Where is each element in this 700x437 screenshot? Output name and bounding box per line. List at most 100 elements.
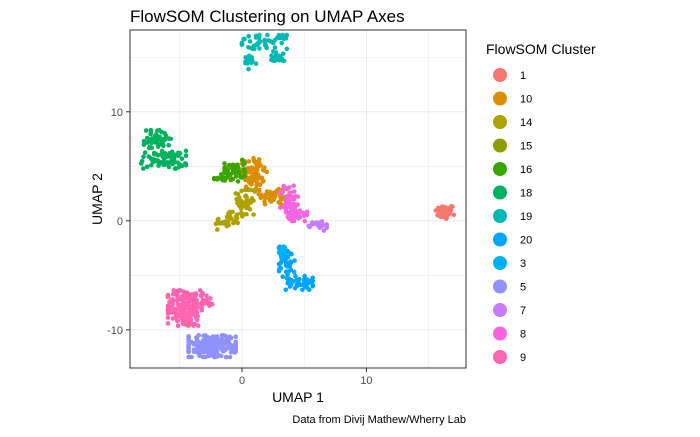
data-point: [175, 323, 181, 329]
data-point: [211, 337, 217, 342]
data-point: [247, 170, 252, 175]
data-point: [236, 169, 242, 175]
chart-title: FlowSOM Clustering on UMAP Axes: [130, 7, 405, 26]
data-point: [300, 210, 306, 216]
legend-label: 5: [520, 282, 526, 294]
data-point: [246, 66, 251, 72]
data-point: [264, 45, 269, 51]
data-point: [445, 205, 451, 211]
data-point: [293, 273, 298, 279]
series-18: [138, 127, 189, 171]
data-point: [181, 293, 187, 299]
data-point: [192, 291, 198, 297]
data-point: [169, 158, 174, 163]
data-point: [233, 191, 238, 196]
data-point: [220, 221, 225, 226]
data-point: [244, 211, 249, 217]
legend-item-10: 10: [493, 91, 532, 106]
data-point: [249, 196, 255, 201]
data-point: [289, 212, 294, 217]
data-point: [223, 354, 229, 360]
data-point: [210, 340, 215, 346]
data-point: [167, 153, 173, 159]
data-point: [247, 207, 253, 212]
data-point: [176, 165, 182, 170]
data-point: [141, 139, 147, 144]
data-point: [200, 354, 206, 360]
legend-label: 19: [520, 211, 532, 223]
data-point: [227, 354, 233, 360]
data-point: [439, 214, 444, 219]
data-point: [269, 57, 275, 63]
legend-key: [493, 279, 507, 294]
data-point: [257, 187, 262, 193]
legend-item-1: 1: [493, 68, 526, 82]
x-axis-ticks: 0 10: [239, 368, 373, 387]
data-point: [255, 164, 260, 170]
data-point: [450, 204, 455, 209]
series-8: [278, 183, 310, 224]
data-point: [262, 195, 268, 201]
series-19: [239, 32, 290, 72]
data-point: [203, 301, 208, 306]
data-point: [153, 140, 158, 145]
data-point: [321, 228, 327, 233]
data-point: [233, 334, 238, 340]
data-point: [227, 334, 232, 340]
data-point: [252, 189, 258, 194]
data-point: [276, 53, 281, 59]
data-point: [284, 46, 290, 52]
data-point: [239, 202, 244, 208]
data-point: [278, 266, 284, 271]
series-14: [213, 186, 258, 232]
data-point: [304, 285, 310, 290]
data-point: [233, 169, 238, 175]
data-point: [203, 346, 209, 352]
data-point: [443, 212, 449, 217]
data-point: [204, 293, 209, 299]
data-point: [161, 159, 166, 164]
data-point: [269, 53, 274, 58]
data-point: [215, 337, 221, 342]
data-point: [186, 346, 191, 352]
legend-key: [493, 350, 507, 364]
data-point: [271, 49, 276, 54]
data-point: [283, 201, 288, 207]
data-point: [165, 315, 171, 320]
data-point: [228, 349, 234, 355]
data-point: [235, 200, 240, 206]
data-point: [214, 352, 219, 358]
y-tick-label: 0: [117, 216, 123, 228]
data-point: [256, 175, 262, 181]
legend-key: [493, 185, 507, 200]
data-point: [159, 148, 165, 154]
data-point: [187, 292, 192, 297]
data-point: [194, 337, 200, 343]
data-point: [166, 143, 171, 148]
data-point: [291, 279, 296, 284]
legend-item-19: 19: [493, 209, 532, 223]
y-tick-label: -10: [107, 325, 123, 337]
data-point: [302, 218, 308, 224]
legend-key: [493, 209, 507, 223]
data-point: [174, 153, 179, 158]
legend-label: 1: [520, 70, 526, 82]
chart-caption: Data from Divij Mathew/Wherry Lab: [292, 414, 466, 426]
data-point: [235, 162, 240, 168]
data-point: [268, 198, 274, 204]
data-point: [289, 251, 294, 257]
data-point: [274, 35, 280, 41]
legend-item-9: 9: [493, 350, 526, 364]
data-point: [149, 136, 155, 142]
y-axis-label: UMAP 2: [89, 173, 105, 225]
data-point: [242, 173, 247, 179]
data-point: [233, 349, 238, 354]
data-point: [200, 338, 206, 343]
data-point: [233, 174, 239, 179]
data-point: [280, 51, 286, 56]
legend-item-14: 14: [493, 115, 532, 129]
data-point: [260, 179, 266, 184]
data-point: [324, 224, 330, 229]
data-point: [253, 61, 259, 66]
data-point: [141, 166, 146, 171]
